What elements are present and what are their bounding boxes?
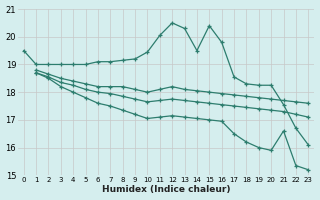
X-axis label: Humidex (Indice chaleur): Humidex (Indice chaleur): [102, 185, 230, 194]
